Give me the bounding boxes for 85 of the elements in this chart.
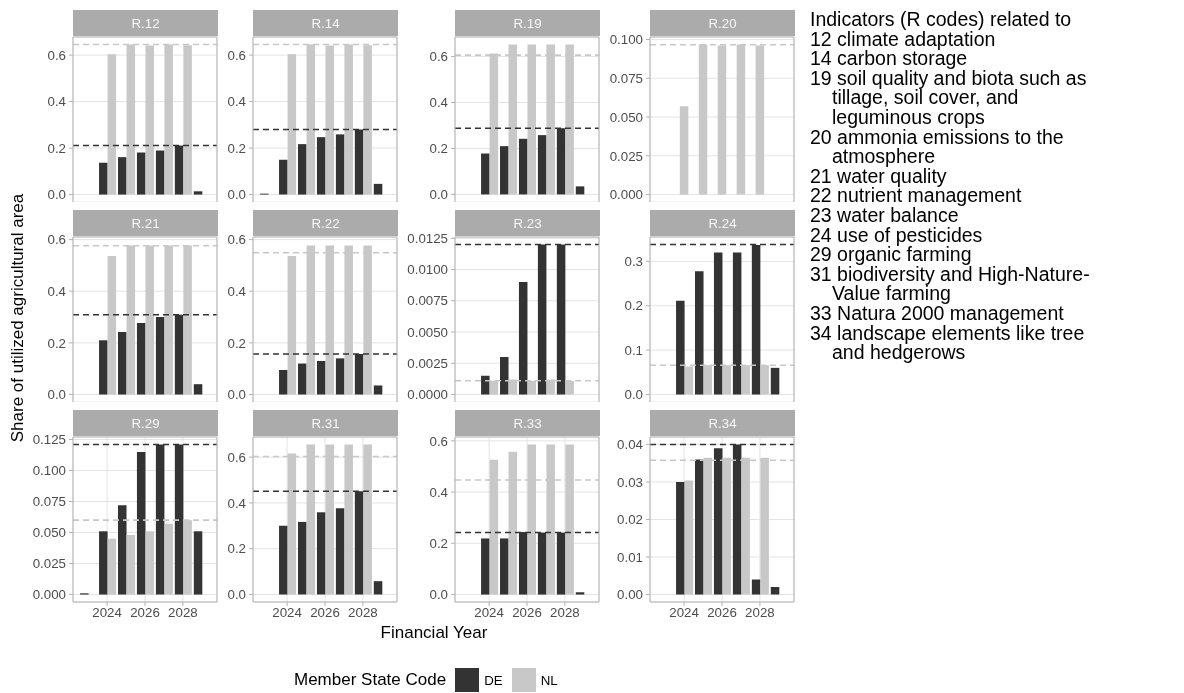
y-tick-label: 0.6 bbox=[227, 449, 246, 465]
y-tick-label: 0.025 bbox=[32, 556, 66, 572]
y-tick-label: 0.075 bbox=[32, 494, 66, 510]
y-tick-label: 0.2 bbox=[227, 140, 246, 156]
chart-title: R.12 bbox=[131, 15, 160, 31]
x-axis-title: Financial Year bbox=[380, 623, 488, 642]
chart-title: R.21 bbox=[131, 215, 160, 231]
x-tick-label: 2024 bbox=[669, 605, 699, 621]
y-tick-label: 0.2 bbox=[47, 335, 66, 351]
y-tick-label: 0.03 bbox=[617, 474, 643, 490]
y-tick-label: 0.075 bbox=[609, 70, 643, 86]
chart-title: R.33 bbox=[513, 415, 542, 431]
x-tick-label: 2024 bbox=[92, 605, 122, 621]
y-tick-label: 0.4 bbox=[429, 95, 448, 111]
x-tick-label: 2024 bbox=[474, 605, 504, 621]
x-tick-label: 2026 bbox=[512, 605, 542, 621]
y-tick-label: 0.0 bbox=[227, 587, 246, 603]
x-tick-label: 2026 bbox=[707, 605, 737, 621]
chart-title: R.23 bbox=[513, 215, 542, 231]
y-tick-label: 0.4 bbox=[429, 484, 448, 500]
y-tick-label: 0.6 bbox=[47, 47, 66, 63]
y-tick-label: 0.00 bbox=[617, 587, 643, 603]
y-tick-label: 0.000 bbox=[609, 187, 643, 203]
y-tick-label: 0.0125 bbox=[407, 230, 448, 246]
x-tick-label: 2028 bbox=[168, 605, 198, 621]
y-tick-label: 0.0000 bbox=[407, 387, 448, 403]
x-tick-label: 2028 bbox=[745, 605, 775, 621]
text: Indicators (R codes) related to bbox=[810, 8, 1072, 30]
y-tick-label: 0.0 bbox=[227, 187, 246, 203]
y-tick-label: 0.000 bbox=[32, 587, 66, 603]
chart-title: R.19 bbox=[513, 15, 542, 31]
y-tick-label: 0.0025 bbox=[407, 355, 448, 371]
y-tick-label: 0.0 bbox=[47, 387, 66, 403]
y-tick-label: 0.4 bbox=[227, 94, 246, 110]
y-tick-label: 0.0 bbox=[429, 587, 448, 603]
y-tick-label: 0.050 bbox=[609, 109, 643, 125]
y-tick-label: 0.4 bbox=[47, 94, 66, 110]
y-tick-label: 0.100 bbox=[609, 32, 643, 48]
y-tick-label: 0.025 bbox=[609, 148, 643, 164]
chart-title: R.29 bbox=[131, 415, 160, 431]
x-tick-label: 2024 bbox=[272, 605, 302, 621]
legend-label: NL bbox=[540, 672, 558, 688]
y-tick-label: 0.02 bbox=[617, 512, 643, 528]
chart-title: R.24 bbox=[708, 215, 737, 231]
y-tick-label: 0.0 bbox=[624, 387, 643, 403]
x-tick-label: 2026 bbox=[130, 605, 160, 621]
y-tick-label: 0.0 bbox=[47, 187, 66, 203]
text: 24 use of pesticides bbox=[810, 223, 983, 246]
legend-label: DE bbox=[484, 672, 503, 688]
y-axis-title: Share of utilized agricultural area bbox=[8, 193, 27, 443]
x-tick-label: 2028 bbox=[348, 605, 378, 621]
chart-title: R.20 bbox=[708, 15, 737, 31]
y-tick-label: 0.0075 bbox=[407, 293, 448, 309]
y-tick-label: 0.0 bbox=[227, 387, 246, 403]
chart-title: R.31 bbox=[311, 415, 340, 431]
y-tick-label: 0.0100 bbox=[407, 262, 448, 278]
y-tick-label: 0.6 bbox=[429, 49, 448, 65]
y-tick-label: 0.0050 bbox=[407, 324, 448, 340]
y-tick-label: 0.050 bbox=[32, 525, 66, 541]
chart-title: R.22 bbox=[311, 215, 340, 231]
y-tick-label: 0.2 bbox=[227, 335, 246, 351]
y-tick-label: 0.01 bbox=[617, 549, 643, 565]
y-tick-label: 0.100 bbox=[32, 463, 66, 479]
chart-title: R.34 bbox=[708, 415, 737, 431]
y-tick-label: 0.6 bbox=[47, 232, 66, 248]
y-tick-label: 0.1 bbox=[624, 342, 643, 358]
y-tick-label: 0.6 bbox=[429, 433, 448, 449]
y-tick-label: 0.2 bbox=[227, 541, 246, 557]
y-tick-label: 0.2 bbox=[429, 536, 448, 552]
y-tick-label: 0.2 bbox=[429, 141, 448, 157]
y-tick-label: 0.04 bbox=[617, 437, 643, 453]
y-tick-label: 0.0 bbox=[429, 187, 448, 203]
y-tick-label: 0.4 bbox=[47, 283, 66, 299]
y-tick-label: 0.4 bbox=[227, 495, 246, 511]
legend-title: Member State Code bbox=[294, 670, 447, 689]
y-tick-label: 0.6 bbox=[227, 47, 246, 63]
y-tick-label: 0.2 bbox=[47, 140, 66, 156]
y-tick-label: 0.125 bbox=[32, 432, 66, 448]
x-tick-label: 2028 bbox=[550, 605, 580, 621]
y-tick-label: 0.2 bbox=[624, 298, 643, 314]
y-tick-label: 0.4 bbox=[227, 283, 246, 299]
y-tick-label: 0.3 bbox=[624, 254, 643, 270]
x-tick-label: 2026 bbox=[310, 605, 340, 621]
y-tick-label: 0.6 bbox=[227, 232, 246, 248]
chart-title: R.14 bbox=[311, 15, 340, 31]
